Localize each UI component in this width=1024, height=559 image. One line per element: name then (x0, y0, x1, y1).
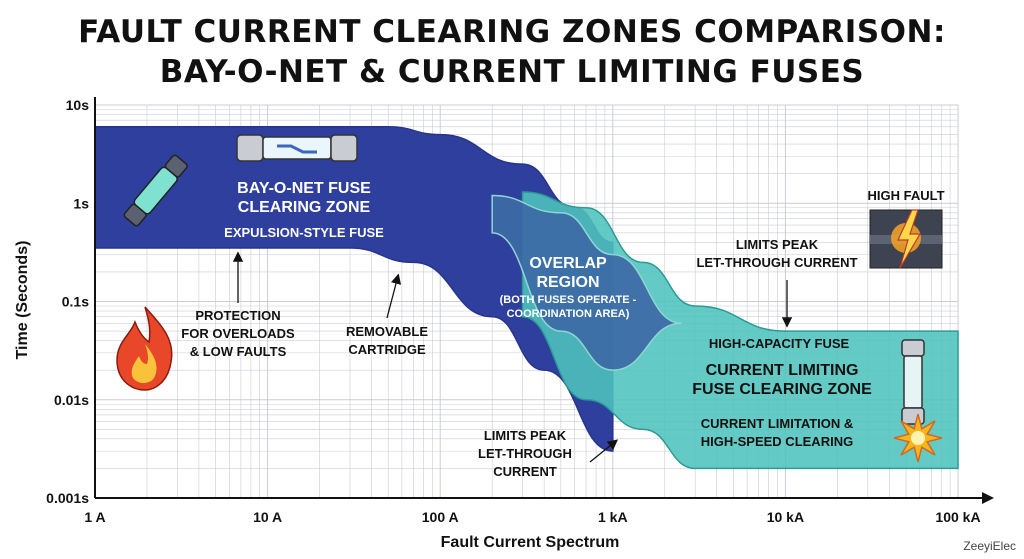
high-fault-icon (869, 209, 943, 269)
flame-inner (131, 344, 157, 384)
y-tick-label: 1s (73, 195, 89, 211)
x-tick-label: 10 kA (767, 509, 804, 525)
y-tick-label: 0.01s (54, 392, 89, 408)
bayonet-zone-area (94, 126, 614, 452)
high-capacity-label: HIGH-CAPACITY FUSE (709, 336, 850, 351)
fuse-cap-icon (330, 134, 358, 162)
limits-peak-lower-note: LIMITS PEAK LET-THROUGH CURRENT (478, 428, 572, 479)
limits-peak-upper-note: LIMITS PEAK LET-THROUGH CURRENT (696, 237, 857, 270)
annotation-pointer (386, 273, 402, 319)
x-tick-label: 1 kA (598, 509, 628, 525)
flame-icon (116, 306, 173, 391)
x-tick-label: 100 A (422, 509, 459, 525)
chart-title-line-2: BAY-O-NET & CURRENT LIMITING FUSES (159, 54, 865, 90)
bayonet-zone-label: BAY-O-NET FUSE CLEARING ZONE (237, 180, 371, 216)
fuse-cap-icon (901, 339, 925, 357)
lightning-bolt-icon (897, 209, 922, 269)
x-tick-label: 10 A (253, 509, 282, 525)
protection-note: PROTECTION FOR OVERLOADS & LOW FAULTS (181, 308, 295, 359)
credit-label: ZeeyiElec (963, 539, 1016, 553)
flame-outer (116, 306, 173, 391)
x-axis-label: Fault Current Spectrum (441, 534, 620, 551)
y-tick-label: 10s (66, 97, 90, 113)
y-axis-label: Time (Seconds) (14, 241, 31, 360)
explosion-icon (893, 413, 943, 463)
x-tick-label: 100 kA (935, 509, 980, 525)
current-limiting-zone-area (521, 191, 959, 470)
fuse-icon-tilted (123, 154, 188, 227)
overlap-zone-area (491, 194, 682, 371)
x-axis-arrow-icon (982, 492, 994, 504)
y-tick-label: 0.1s (62, 294, 89, 310)
fuse-element-icon (277, 144, 317, 154)
current-limiting-subtitle: CURRENT LIMITATION & HIGH-SPEED CLEARING (701, 416, 854, 449)
fuse-icon-vertical (901, 339, 925, 425)
fuse-glass-icon (903, 355, 923, 409)
removable-note: REMOVABLE CARTRIDGE (346, 324, 428, 357)
overlap-region-label: OVERLAP REGION (529, 255, 607, 291)
chart-title-line-1: FAULT CURRENT CLEARING ZONES COMPARISON: (78, 14, 946, 50)
y-tick-label: 0.001s (46, 490, 89, 506)
fuse-icon-horizontal (236, 134, 358, 162)
current-limiting-zone-label: CURRENT LIMITING FUSE CLEARING ZONE (692, 362, 872, 398)
overlap-subtitle: (BOTH FUSES OPERATE -COORDINATION AREA) (500, 294, 637, 320)
fuse-cap-icon (236, 134, 264, 162)
x-tick-label: 1 A (84, 509, 105, 525)
annotation-pointer (589, 439, 619, 463)
burst-core (911, 431, 925, 445)
bayonet-subtitle: EXPULSION-STYLE FUSE (224, 225, 384, 240)
high-fault-label: HIGH FAULT (867, 188, 944, 203)
fuse-cap-icon (164, 154, 188, 178)
